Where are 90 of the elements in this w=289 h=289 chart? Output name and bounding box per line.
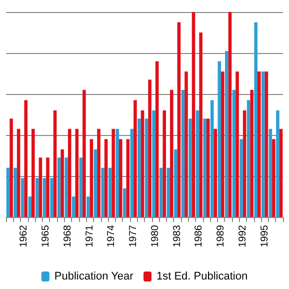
bar — [221, 71, 224, 217]
bar — [53, 110, 57, 217]
bar — [90, 139, 94, 217]
bar — [279, 128, 283, 217]
bar — [162, 110, 166, 217]
bar — [242, 110, 246, 217]
bar — [196, 110, 200, 217]
bar — [134, 100, 137, 217]
bar — [166, 168, 170, 217]
bar — [126, 139, 130, 217]
x-tick-label: 1986 — [194, 224, 205, 248]
bar — [14, 168, 17, 217]
bar — [184, 71, 188, 217]
bar — [236, 71, 239, 217]
bar — [10, 118, 13, 217]
bar — [130, 128, 134, 217]
bar — [254, 22, 258, 217]
bar — [177, 22, 181, 217]
bar — [250, 90, 254, 217]
bar — [42, 178, 46, 217]
bar — [104, 139, 108, 217]
bar — [246, 100, 250, 217]
bar — [16, 128, 20, 217]
x-tick-label: 1968 — [62, 224, 74, 248]
bar — [122, 188, 126, 217]
bar — [170, 90, 174, 217]
bar — [116, 128, 119, 217]
bar — [272, 139, 276, 217]
bar — [188, 118, 192, 217]
x-tick-label: 1974 — [106, 224, 118, 248]
bar — [140, 110, 144, 217]
bar — [155, 61, 159, 217]
bar — [214, 128, 218, 217]
x-tick-label: 1971 — [84, 224, 96, 248]
x-tick-label: 1977 — [128, 224, 140, 248]
bar — [72, 196, 76, 217]
bar — [264, 71, 268, 217]
bar — [24, 100, 28, 217]
bar — [152, 110, 156, 217]
bar — [101, 168, 104, 217]
bar — [32, 128, 35, 217]
bar — [199, 32, 202, 217]
bar — [257, 71, 261, 217]
bar — [64, 158, 68, 217]
bar — [210, 100, 214, 217]
bar — [38, 158, 42, 217]
bar — [203, 118, 206, 217]
bar — [79, 158, 83, 217]
bar — [68, 128, 72, 217]
bar — [192, 12, 196, 217]
bar — [144, 118, 148, 217]
bar — [118, 139, 122, 217]
bar — [159, 168, 163, 217]
bar — [225, 50, 228, 217]
x-tick-label: 1992 — [237, 224, 248, 248]
bar — [20, 178, 24, 217]
bar — [60, 149, 64, 217]
x-tick-label: 1995 — [259, 224, 270, 248]
bar — [240, 139, 243, 217]
legend-label: Publication Year — [54, 270, 134, 282]
bar — [28, 196, 32, 217]
bar — [94, 149, 98, 217]
bar — [6, 168, 10, 217]
bar — [57, 158, 61, 217]
bar — [181, 90, 185, 217]
x-tick-label: 1980 — [150, 224, 161, 248]
bar — [268, 128, 272, 217]
bar — [108, 168, 112, 217]
bar — [46, 158, 50, 217]
bar — [36, 178, 39, 217]
bar — [82, 90, 86, 217]
bar — [261, 71, 265, 217]
bar — [148, 80, 152, 217]
bar — [50, 178, 54, 217]
bar — [86, 196, 90, 217]
bar — [75, 128, 79, 217]
x-tick-label: 1962 — [18, 224, 30, 248]
bar — [97, 128, 100, 217]
bar — [276, 110, 280, 217]
x-tick-label: 1965 — [40, 224, 52, 248]
bar — [232, 90, 236, 217]
bar — [206, 118, 210, 217]
bar — [112, 128, 115, 217]
legend-label: 1st Ed. Publication — [156, 270, 248, 282]
bar — [138, 118, 141, 217]
x-tick-label: 1989 — [216, 224, 227, 248]
bar — [174, 149, 178, 217]
bar — [218, 61, 222, 217]
bar — [228, 12, 232, 217]
x-tick-label: 1983 — [172, 224, 183, 248]
